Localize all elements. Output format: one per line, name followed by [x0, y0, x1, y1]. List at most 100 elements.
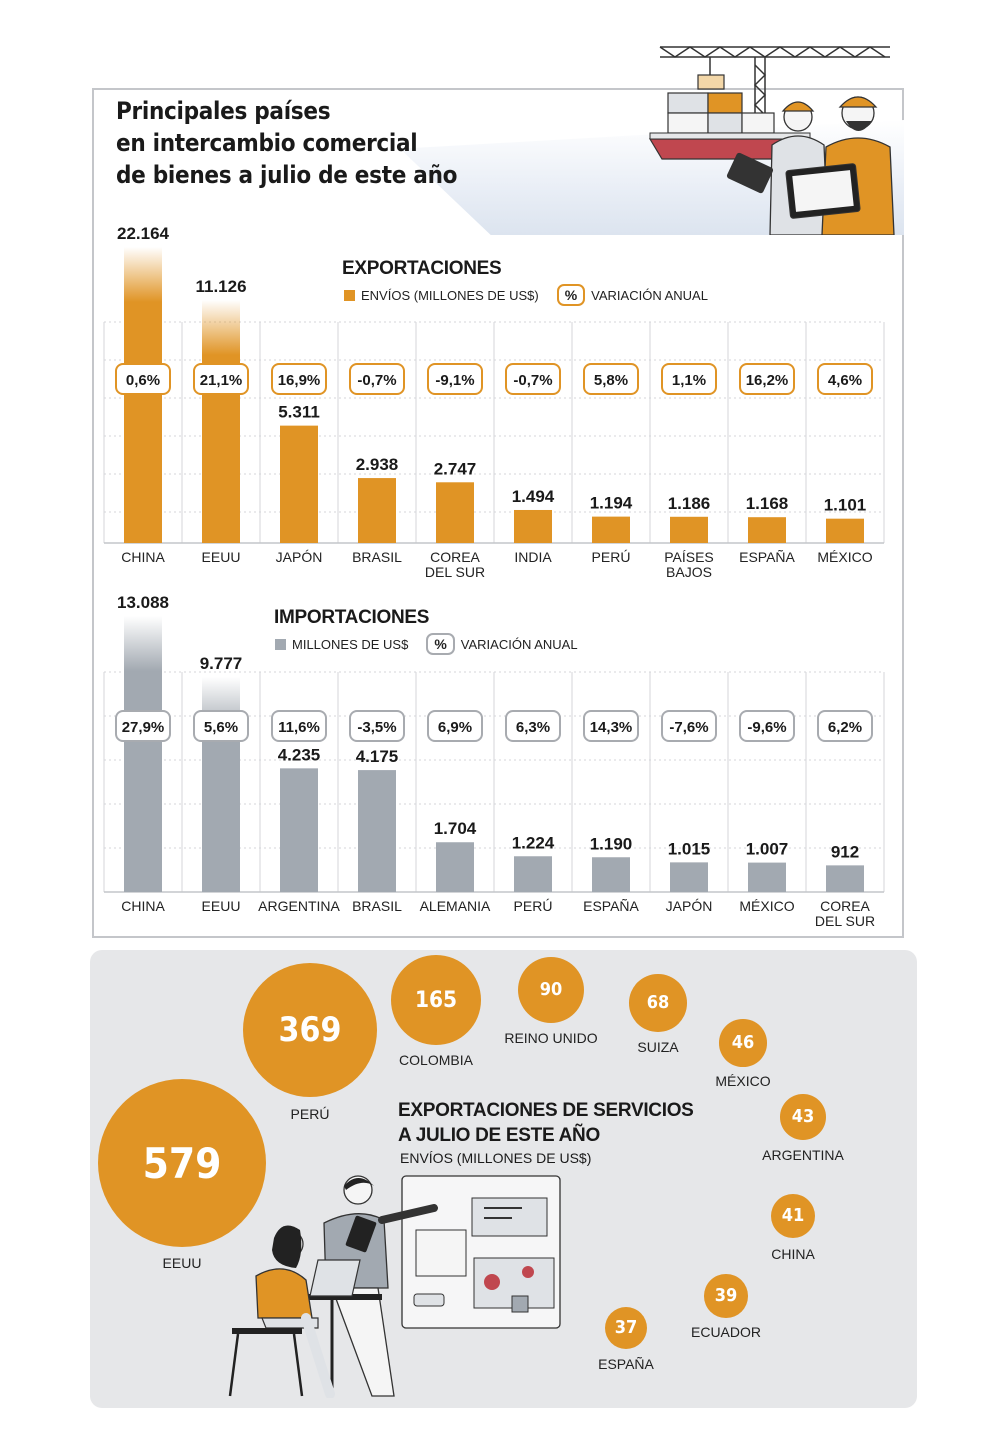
- bar-fade: [124, 616, 162, 671]
- category-label: BRASIL: [352, 898, 402, 914]
- category-label: MÉXICO: [817, 549, 872, 565]
- pct-box: [505, 363, 561, 395]
- pct-label: 5,6%: [204, 719, 238, 736]
- service-bubble: 369: [242, 962, 378, 1098]
- pct-label: 21,1%: [200, 372, 243, 389]
- exports-legend: ENVÍOS (MILLONES DE US$) % VARIACIÓN ANU…: [344, 284, 708, 306]
- pct-box: [661, 363, 717, 395]
- pct-label: 14,3%: [590, 719, 633, 736]
- pct-box: [271, 363, 327, 395]
- pct-label: 16,9%: [278, 372, 321, 389]
- category-label: INDIA: [514, 549, 552, 565]
- bar: [280, 768, 318, 892]
- imports-title: IMPORTACIONES: [274, 607, 430, 628]
- bar: [124, 671, 162, 892]
- category-label: BRASIL: [352, 549, 402, 565]
- category-label: COREA: [430, 549, 480, 565]
- pct-label: 5,8%: [594, 372, 628, 389]
- value-label: 13.088: [117, 593, 169, 612]
- bar-charts: 22.164 0,6% CHINA 11.126 21,1% EEUU 5.311 16,9%…: [103, 224, 885, 929]
- value-label: 2.747: [434, 459, 477, 478]
- bar-fade: [202, 300, 240, 355]
- bar-fade: [124, 247, 162, 302]
- bar: [748, 517, 786, 543]
- bar: [358, 478, 396, 543]
- category-label: COREA: [820, 898, 870, 914]
- pct-box: [739, 363, 795, 395]
- imports-legend: MILLONES DE US$ % VARIACIÓN ANUAL: [275, 633, 578, 655]
- pct-label: 6,9%: [438, 719, 472, 736]
- pct-label: 16,2%: [746, 372, 789, 389]
- pct-label: -9,1%: [435, 372, 474, 389]
- services-title-line: EXPORTACIONES DE SERVICIOS: [398, 1100, 694, 1121]
- value-label: 2.938: [356, 455, 399, 474]
- bar: [202, 732, 240, 892]
- value-label: 4.175: [356, 747, 399, 766]
- service-bubble: 165: [391, 955, 481, 1045]
- value-label: 11.126: [195, 277, 246, 296]
- pct-box: [115, 363, 171, 395]
- value-label: 1.194: [590, 494, 633, 513]
- pct-label: 4,6%: [828, 372, 862, 389]
- bar: [358, 770, 396, 892]
- pct-label: -3,5%: [357, 719, 396, 736]
- pct-box: [739, 710, 795, 742]
- value-label: 1.190: [590, 834, 633, 853]
- pct-label: -7,6%: [669, 719, 708, 736]
- pct-box: [583, 363, 639, 395]
- bar: [826, 865, 864, 892]
- pct-label: 1,1%: [672, 372, 706, 389]
- category-label: DEL SUR: [815, 913, 875, 929]
- pct-box: [271, 710, 327, 742]
- bar: [280, 425, 318, 543]
- value-label: 1.704: [434, 819, 477, 838]
- service-country-label: REINO UNIDO: [504, 1030, 598, 1046]
- value-label: 4.235: [278, 745, 321, 764]
- page-title: Principales países en intercambio comerc…: [116, 95, 458, 191]
- legend-value-label: MILLONES DE US$: [292, 636, 409, 652]
- bar: [124, 302, 162, 543]
- pct-label: 0,6%: [126, 372, 160, 389]
- pct-box: [817, 710, 873, 742]
- legend-pct-label: VARIACIÓN ANUAL: [460, 636, 578, 652]
- category-label: ESPAÑA: [739, 549, 795, 565]
- title-line: en intercambio comercial: [116, 129, 418, 157]
- bar: [670, 862, 708, 892]
- value-label: 1.224: [512, 833, 555, 852]
- service-bubble: 46: [719, 1019, 767, 1067]
- imports-chart: 13.088 27,9% CHINA 9.777 5,6% EEUU 4.235 11,6% A…: [103, 593, 885, 929]
- service-country-label: SUIZA: [637, 1039, 679, 1055]
- value-label: 1.168: [746, 494, 789, 513]
- category-label: BAJOS: [666, 564, 712, 580]
- value-label: 5.311: [278, 403, 320, 422]
- category-label: CHINA: [121, 898, 165, 914]
- chart-frame: [92, 88, 904, 938]
- pct-box: [583, 710, 639, 742]
- port-workers-illustration: [648, 46, 895, 235]
- value-label: 1.015: [668, 839, 711, 858]
- category-label: JAPÓN: [666, 898, 713, 914]
- service-country-label: ARGENTINA: [762, 1147, 844, 1163]
- value-label: 1.101: [824, 496, 867, 515]
- category-label: ARGENTINA: [258, 898, 340, 914]
- service-bubble: 39: [704, 1274, 748, 1318]
- service-bubble: 41: [770, 1193, 816, 1239]
- bar: [826, 518, 864, 543]
- value-label: 9.777: [200, 654, 243, 673]
- exports-chart: 22.164 0,6% CHINA 11.126 21,1% EEUU 5.311 16,9%…: [103, 224, 885, 580]
- pct-box: [427, 710, 483, 742]
- category-label: CHINA: [121, 549, 165, 565]
- category-label: EEUU: [202, 898, 241, 914]
- legend-pct-symbol: %: [426, 633, 455, 655]
- service-country-label: COLOMBIA: [399, 1052, 473, 1068]
- exports-title: EXPORTACIONES: [342, 258, 502, 279]
- title-line: de bienes a julio de este año: [116, 161, 458, 189]
- service-bubble: 43: [780, 1094, 826, 1140]
- bar: [592, 857, 630, 892]
- legend-pct-symbol: %: [556, 284, 586, 306]
- pct-box: [817, 363, 873, 395]
- pct-box: [349, 363, 405, 395]
- bar: [748, 862, 786, 892]
- services-subtitle: ENVÍOS (MILLONES DE US$): [400, 1150, 592, 1166]
- pct-box: [349, 710, 405, 742]
